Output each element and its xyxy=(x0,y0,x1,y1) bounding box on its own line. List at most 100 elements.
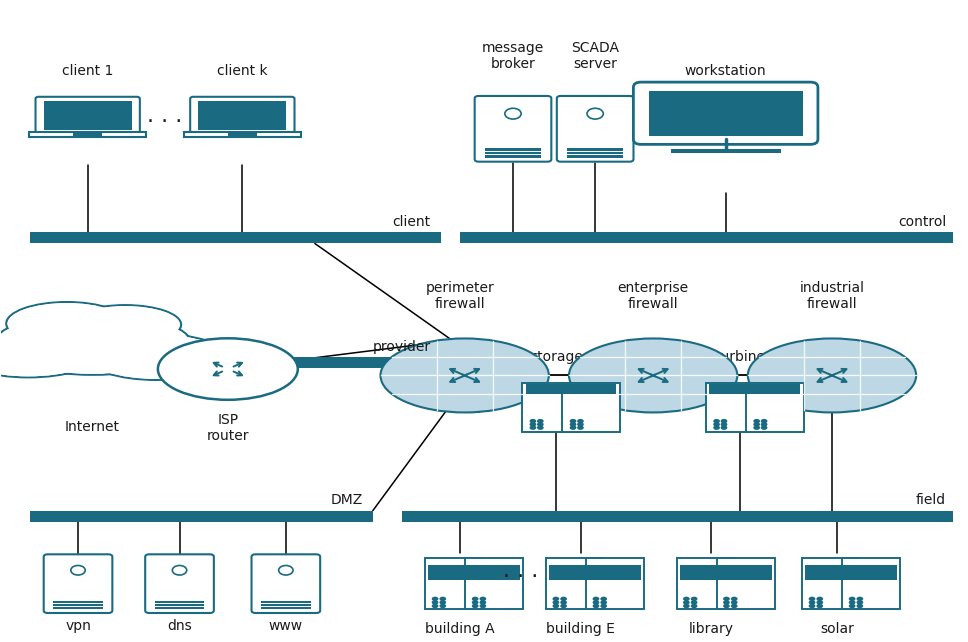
FancyBboxPatch shape xyxy=(469,565,521,580)
Ellipse shape xyxy=(8,303,126,344)
Circle shape xyxy=(731,603,738,608)
FancyBboxPatch shape xyxy=(546,558,604,609)
Circle shape xyxy=(753,419,760,423)
Ellipse shape xyxy=(69,305,181,344)
Circle shape xyxy=(723,596,730,601)
Circle shape xyxy=(560,596,567,601)
Circle shape xyxy=(731,596,738,601)
FancyBboxPatch shape xyxy=(845,565,897,580)
Circle shape xyxy=(723,600,730,605)
Text: client 1: client 1 xyxy=(62,64,113,78)
FancyBboxPatch shape xyxy=(474,96,552,162)
FancyBboxPatch shape xyxy=(562,383,620,431)
FancyBboxPatch shape xyxy=(155,607,204,609)
Text: SCADA
server: SCADA server xyxy=(571,41,620,71)
FancyBboxPatch shape xyxy=(567,152,623,154)
FancyBboxPatch shape xyxy=(145,554,214,613)
Ellipse shape xyxy=(0,313,192,375)
Text: provider: provider xyxy=(373,340,431,354)
Text: solar: solar xyxy=(820,622,854,636)
Text: perimeter
firewall: perimeter firewall xyxy=(426,281,495,311)
Text: field: field xyxy=(916,494,946,507)
Circle shape xyxy=(713,426,720,430)
Text: dns: dns xyxy=(167,619,192,633)
FancyBboxPatch shape xyxy=(745,383,803,431)
FancyBboxPatch shape xyxy=(633,82,818,144)
Circle shape xyxy=(577,426,584,430)
Circle shape xyxy=(71,566,85,575)
Circle shape xyxy=(569,422,576,427)
Circle shape xyxy=(691,603,698,608)
FancyBboxPatch shape xyxy=(842,558,900,609)
Circle shape xyxy=(857,603,863,608)
Circle shape xyxy=(731,600,738,605)
Ellipse shape xyxy=(748,338,916,412)
Ellipse shape xyxy=(87,334,227,380)
Circle shape xyxy=(432,596,439,601)
Circle shape xyxy=(720,419,727,423)
Circle shape xyxy=(761,419,768,423)
Circle shape xyxy=(432,603,439,608)
FancyBboxPatch shape xyxy=(252,554,320,613)
Ellipse shape xyxy=(88,334,226,379)
Circle shape xyxy=(592,600,599,605)
FancyBboxPatch shape xyxy=(671,148,780,153)
Text: DMZ: DMZ xyxy=(331,494,363,507)
Text: message
broker: message broker xyxy=(482,41,544,71)
Circle shape xyxy=(569,426,576,430)
Text: industrial
firewall: industrial firewall xyxy=(800,281,864,311)
Circle shape xyxy=(479,603,486,608)
Circle shape xyxy=(816,600,823,605)
Text: enterprise
firewall: enterprise firewall xyxy=(618,281,688,311)
FancyBboxPatch shape xyxy=(485,152,541,154)
Circle shape xyxy=(720,426,727,430)
FancyBboxPatch shape xyxy=(53,604,103,606)
Circle shape xyxy=(537,422,544,427)
Circle shape xyxy=(720,422,727,427)
Text: turbine: turbine xyxy=(715,350,765,364)
Circle shape xyxy=(691,596,698,601)
FancyBboxPatch shape xyxy=(485,148,541,151)
Circle shape xyxy=(808,600,815,605)
Circle shape xyxy=(479,596,486,601)
Circle shape xyxy=(683,603,690,608)
Circle shape xyxy=(600,603,607,608)
Circle shape xyxy=(439,600,446,605)
Circle shape xyxy=(600,600,607,605)
Circle shape xyxy=(505,108,521,119)
Circle shape xyxy=(816,603,823,608)
FancyBboxPatch shape xyxy=(565,384,617,394)
Circle shape xyxy=(683,596,690,601)
Text: control: control xyxy=(897,215,946,229)
FancyBboxPatch shape xyxy=(425,558,483,609)
FancyBboxPatch shape xyxy=(53,601,103,603)
FancyBboxPatch shape xyxy=(716,558,774,609)
Circle shape xyxy=(439,603,446,608)
FancyBboxPatch shape xyxy=(276,357,440,369)
FancyBboxPatch shape xyxy=(706,383,764,431)
Text: · · ·: · · · xyxy=(147,112,183,132)
FancyBboxPatch shape xyxy=(466,558,524,609)
Circle shape xyxy=(849,603,856,608)
Circle shape xyxy=(471,596,478,601)
FancyBboxPatch shape xyxy=(402,510,953,522)
FancyBboxPatch shape xyxy=(29,132,146,137)
Circle shape xyxy=(479,600,486,605)
Circle shape xyxy=(553,596,560,601)
FancyBboxPatch shape xyxy=(749,384,801,394)
FancyBboxPatch shape xyxy=(802,558,861,609)
Ellipse shape xyxy=(0,332,97,376)
Circle shape xyxy=(761,426,768,430)
FancyBboxPatch shape xyxy=(30,510,373,522)
Circle shape xyxy=(471,600,478,605)
Ellipse shape xyxy=(569,338,738,412)
FancyBboxPatch shape xyxy=(428,565,480,580)
Circle shape xyxy=(592,603,599,608)
Circle shape xyxy=(857,600,863,605)
Circle shape xyxy=(713,419,720,423)
Ellipse shape xyxy=(0,315,190,374)
FancyBboxPatch shape xyxy=(710,384,760,394)
Circle shape xyxy=(529,419,536,423)
FancyBboxPatch shape xyxy=(227,133,257,135)
FancyBboxPatch shape xyxy=(590,565,641,580)
